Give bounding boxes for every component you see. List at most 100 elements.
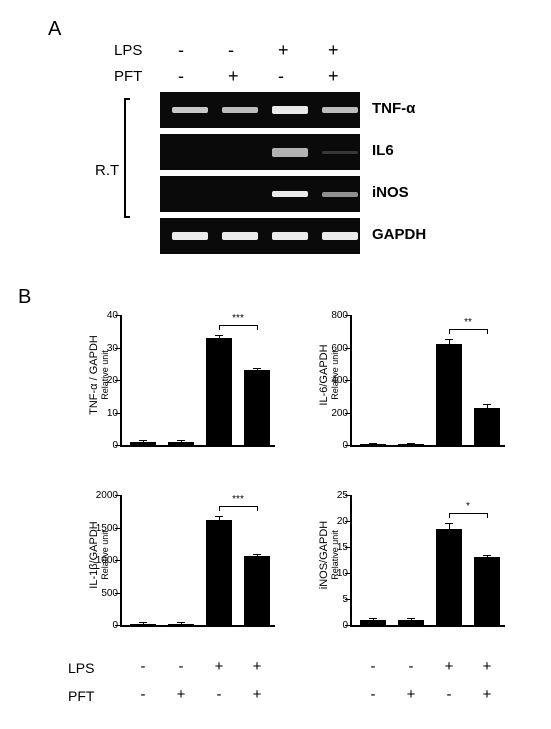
pft-label-bottom: PFT	[68, 688, 94, 704]
error-cap	[407, 618, 415, 619]
lps-sym-4: +	[328, 40, 339, 61]
error-cap	[369, 618, 377, 619]
gene-label-TNFa: TNF-α	[372, 100, 415, 117]
y-tick-label: 0	[88, 440, 118, 451]
y-tick-label: 15	[318, 542, 348, 553]
error-cap	[177, 440, 185, 441]
y-tick-label: 20	[88, 375, 118, 386]
error-cap	[483, 404, 491, 405]
error-cap	[139, 440, 147, 441]
x-axis	[120, 445, 275, 447]
pft-sym-chart: -	[360, 686, 386, 703]
gel-band	[222, 107, 258, 113]
bar-3	[244, 370, 270, 445]
x-axis	[350, 625, 505, 627]
rt-bracket-top	[124, 98, 130, 100]
gel-band	[172, 107, 208, 113]
gel-lane-IL6	[160, 134, 360, 170]
error-cap	[369, 443, 377, 444]
gel-band	[322, 151, 358, 154]
pft-sym-chart: -	[130, 686, 156, 703]
gel-band	[172, 232, 208, 240]
x-axis	[120, 625, 275, 627]
pft-sym-4: +	[328, 66, 339, 87]
rt-bracket-bot	[124, 216, 130, 218]
sig-text: ***	[219, 494, 257, 505]
gel-band	[322, 192, 358, 197]
bar-1	[168, 442, 194, 445]
bar-0	[130, 442, 156, 445]
bar-2	[436, 529, 462, 625]
y-tick-label: 800	[318, 310, 348, 321]
error-cap	[215, 335, 223, 336]
error-cap	[253, 554, 261, 555]
y-tick-label: 2000	[88, 490, 118, 501]
pft-label: PFT	[114, 68, 142, 85]
pft-sym-chart: +	[398, 686, 424, 703]
y-tick-label: 20	[318, 516, 348, 527]
sig-line	[219, 506, 257, 507]
y-tick-label: 30	[88, 343, 118, 354]
error-cap	[177, 622, 185, 623]
y-tick-label: 200	[318, 408, 348, 419]
y-axis	[350, 315, 352, 445]
chart-3: iNOS/GAPDHRelative unit0510152025*	[310, 490, 510, 645]
y-tick-label: 400	[318, 375, 348, 386]
y-tick-label: 10	[318, 568, 348, 579]
y-tick-label: 5	[318, 594, 348, 605]
gel-band	[272, 106, 308, 114]
sig-tick	[487, 329, 488, 334]
lps-sym-chart: +	[474, 658, 500, 675]
error-cap	[445, 339, 453, 340]
sig-line	[219, 325, 257, 326]
bar-1	[168, 624, 194, 625]
pft-sym-1: -	[178, 66, 184, 87]
y-tick-label: 0	[318, 620, 348, 631]
gel-band	[322, 107, 358, 113]
y-tick-label: 0	[318, 440, 348, 451]
error-cap	[445, 523, 453, 524]
y-tick-label: 500	[88, 588, 118, 599]
x-axis	[350, 445, 505, 447]
sig-tick	[219, 506, 220, 511]
gel-lane-iNOS	[160, 176, 360, 212]
y-tick-label: 1000	[88, 555, 118, 566]
gel-band	[272, 191, 308, 197]
lps-sym-3: +	[278, 40, 289, 61]
pft-sym-3: -	[278, 66, 284, 87]
lps-sym-chart: -	[360, 658, 386, 675]
lps-sym-chart: -	[130, 658, 156, 675]
gel-band	[222, 232, 258, 240]
chart-0: TNF-α / GAPDHRelative unit010203040***	[80, 310, 280, 465]
sig-tick	[487, 513, 488, 518]
lps-label-bottom: LPS	[68, 660, 94, 676]
panel-label-b: B	[18, 286, 31, 309]
gene-label-iNOS: iNOS	[372, 184, 409, 201]
pft-sym-chart: +	[474, 686, 500, 703]
gene-label-IL6: IL6	[372, 142, 394, 159]
error-cap	[483, 555, 491, 556]
sig-text: **	[449, 317, 487, 328]
sig-text: *	[449, 501, 487, 512]
lps-sym-chart: -	[168, 658, 194, 675]
gel-band	[272, 148, 308, 157]
sig-line	[449, 513, 487, 514]
error-cap	[407, 443, 415, 444]
sig-tick	[219, 325, 220, 330]
chart-2: IL-1β/GAPDHRelative unit0500100015002000…	[80, 490, 280, 645]
rt-bracket	[124, 98, 126, 218]
pft-sym-chart: -	[436, 686, 462, 703]
lps-sym-chart: +	[244, 658, 270, 675]
lps-label: LPS	[114, 42, 142, 59]
bar-1	[398, 620, 424, 625]
sig-tick	[257, 506, 258, 511]
bar-3	[474, 408, 500, 445]
y-axis	[350, 495, 352, 625]
pft-sym-2: +	[228, 66, 239, 87]
lps-sym-2: -	[228, 40, 234, 61]
sig-text: ***	[219, 313, 257, 324]
bar-0	[360, 620, 386, 625]
sig-tick	[257, 325, 258, 330]
y-tick-label: 40	[88, 310, 118, 321]
bar-3	[244, 556, 270, 625]
